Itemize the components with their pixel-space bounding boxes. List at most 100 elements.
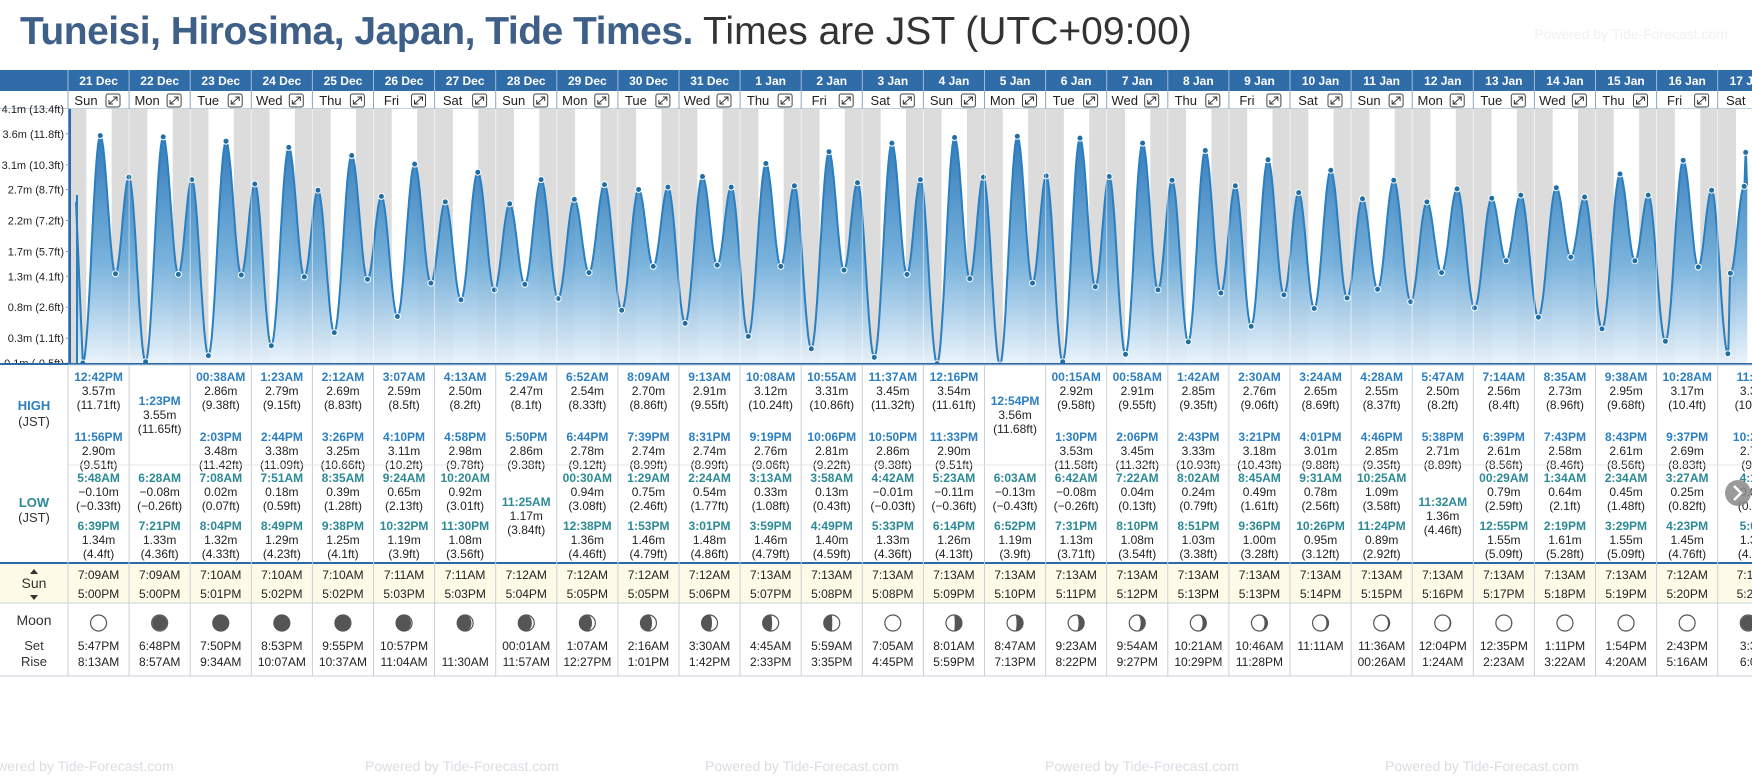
high-tide-time: 7:43PM [1544, 430, 1586, 444]
low-tide-height-ft: (4.1ft) [327, 547, 358, 561]
low-tide-point [1534, 313, 1542, 321]
sunrise-time: 7:13AM [933, 568, 974, 582]
low-tide-height-ft: (3.38ft) [1179, 547, 1217, 561]
moonrise-time: 10:37AM [319, 655, 367, 669]
sunset-time: 5:17PM [1483, 587, 1524, 601]
low-tide-height-ft: (1.61ft) [1240, 499, 1278, 513]
title-place: Tuneisi, Hirosima, Japan, Tide Times. [20, 10, 693, 53]
sunset-time: 5:21 [1737, 587, 1752, 601]
high-tide-time: 6:44PM [566, 430, 608, 444]
low-tide-height-m: 0.89m [1365, 533, 1398, 547]
high-tide-time: 4:58PM [444, 430, 486, 444]
low-tide-time: 3:58AM [810, 471, 853, 485]
low-tide-height-ft: (4.79ft) [752, 547, 790, 561]
high-tide-height-ft: (8.69ft) [1302, 398, 1340, 412]
low-tide-time: 11:25AM [502, 495, 551, 509]
low-tide-time: 11:24PM [1358, 519, 1406, 533]
high-tide-height-ft: (8.96ft) [1546, 398, 1584, 412]
expand-icon [841, 96, 851, 105]
sunset-time: 5:13PM [1178, 587, 1219, 601]
y-tick-label: 0.3m (1.1ft) [8, 333, 64, 345]
low-tide-height-m: 0.18m [265, 485, 298, 499]
moon-phase-shadow [823, 615, 833, 631]
high-tide-point [251, 180, 259, 188]
low-tide-height-m: 1.08m [448, 533, 481, 547]
sunrise-time: 7:13AM [1483, 568, 1524, 582]
low-tide-point [1407, 298, 1415, 306]
scroll-right-button[interactable] [1725, 480, 1751, 506]
low-tide-height-ft: (0.13ft) [1118, 499, 1156, 513]
low-tide-point [1091, 283, 1099, 291]
high-tide-height-ft: (11.32ft) [871, 398, 915, 412]
low-tide-height-ft: (0.79ft) [1179, 499, 1217, 513]
high-tide-time: 10:08AM [746, 370, 795, 384]
low-tide-point [618, 306, 626, 314]
high-tide-point [1201, 147, 1209, 154]
moonrise-time: 1:24AM [1422, 655, 1463, 669]
y-tick-label: 2.7m (8.7ft) [8, 185, 64, 197]
high-tide-height-m: 2.90m [937, 444, 970, 458]
sunset-time: 5:12PM [1117, 587, 1158, 601]
powered-by-watermark: Powered by Tide-Forecast.com [1534, 26, 1728, 42]
low-tide-time: 12:55PM [1479, 519, 1528, 533]
day-weekday-label: Thu [1602, 93, 1624, 108]
low-tide-point [1598, 325, 1606, 333]
high-tide-height-ft: (8.2ft) [449, 398, 480, 412]
high-tide-time: 5:50PM [505, 430, 547, 444]
moonset-time: 3:3 [1740, 639, 1752, 653]
low-tide-point [1217, 289, 1225, 297]
tide-table-bg [0, 365, 1752, 563]
low-tide-height-m: 0.25m [1670, 485, 1703, 499]
expand-icon [1086, 96, 1096, 105]
low-tide-height-m: −0.08m [139, 485, 179, 499]
low-tide-point [966, 275, 974, 283]
moon-phase-shadow [152, 615, 168, 631]
low-tide-height-m: 1.13m [1059, 533, 1092, 547]
moon-phase-shadow [1076, 615, 1085, 631]
low-tide-point [1059, 358, 1067, 363]
high-tide-point [411, 160, 419, 168]
high-tide-point [1231, 182, 1239, 190]
sunrise-time: 7:10AM [200, 568, 241, 582]
low-tide-height-ft: (2.59ft) [1485, 499, 1523, 513]
high-tide-height-m: 2.65m [1304, 384, 1337, 398]
expand-icon [1513, 96, 1523, 105]
low-tide-time: 7:51AM [261, 471, 304, 485]
high-tide-time: 9:19PM [750, 430, 792, 444]
high-tide-point [951, 134, 959, 141]
high-tide-time: 3:21PM [1238, 430, 1280, 444]
low-tide-point [713, 261, 721, 269]
high-tide-time: 1:42AM [1177, 370, 1220, 384]
low-tide-point [777, 262, 785, 270]
high-tide-height-m: 3.57m [82, 384, 115, 398]
high-zone-label: (JST) [18, 414, 50, 429]
high-tide-time: 11:56PM [75, 430, 123, 444]
high-tide-height-m: 2.91m [693, 384, 726, 398]
high-tide-height-m: 3.54m [937, 384, 970, 398]
low-tide-height-ft: (−0.03ft) [870, 499, 915, 513]
high-tide-point [635, 186, 643, 193]
high-tide-height-m: 2.78m [571, 444, 604, 458]
low-tide-height-m: −0.11m [934, 485, 973, 499]
moonset-time: 2:16AM [628, 639, 669, 653]
sunset-time: 5:11PM [1056, 587, 1096, 601]
day-weekday-label: Tue [625, 93, 647, 108]
low-tide-height-ft: (3.71ft) [1057, 547, 1095, 561]
sunset-time: 5:00PM [78, 587, 119, 601]
high-tide-point [159, 133, 167, 141]
day-date-label: 21 Dec [79, 74, 118, 88]
high-tide-point [790, 182, 798, 190]
sunrise-time: 7:12AM [567, 568, 608, 582]
day-weekday-label: Wed [256, 93, 283, 108]
day-date-label: 9 Jan [1244, 74, 1275, 88]
moon-phase-shadow [701, 615, 713, 631]
low-tide-point [1502, 257, 1510, 265]
high-tide-time: 00:58AM [1113, 370, 1162, 384]
high-tide-height-m: 3.31m [815, 384, 848, 398]
high-tide-time: 1:23AM [261, 370, 304, 384]
low-tide-point [79, 359, 87, 363]
low-tide-height-ft: (4.36ft) [141, 547, 179, 561]
expand-icon [108, 96, 118, 105]
high-tide-height-m: 2.47m [510, 384, 543, 398]
y-tick-label: 3.6m (11.8ft) [2, 129, 64, 141]
